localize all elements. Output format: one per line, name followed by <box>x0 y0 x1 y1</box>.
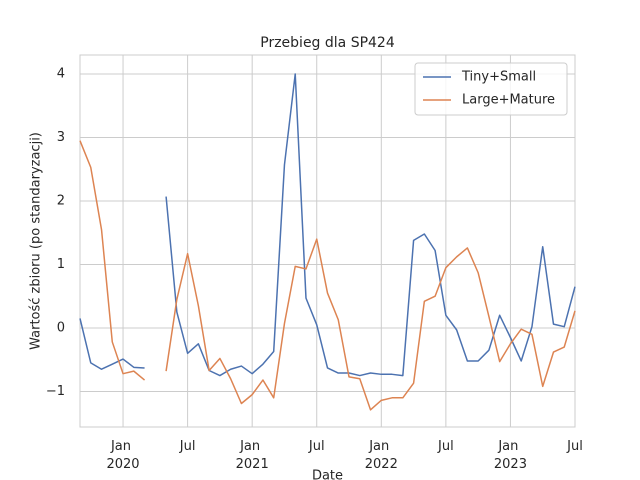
x-tick-label-part: Jul <box>437 439 454 454</box>
x-tick-label-part: Jan <box>110 439 135 454</box>
x-tick-label: Jul <box>179 439 196 454</box>
x-tick-label: Jan 2020 <box>106 439 139 472</box>
x-tick-label: Jul <box>437 439 454 454</box>
x-tick-label: Jul <box>308 439 325 454</box>
x-tick-label: Jul <box>566 439 583 454</box>
x-tick-label: Jan 2022 <box>365 439 398 472</box>
plot-frame <box>79 54 576 428</box>
x-tick-label-part: Jul <box>179 439 196 454</box>
y-tick-label: −1 <box>46 384 65 399</box>
y-axis-label: Wartość zbioru (po standaryzacji) <box>29 132 44 350</box>
legend-box <box>414 62 568 116</box>
x-tick-label-part: 2021 <box>236 457 269 472</box>
x-tick-label-part: Jan <box>368 439 393 454</box>
y-tick-label: 0 <box>57 320 65 335</box>
x-tick-label-part: Jan <box>239 439 264 454</box>
x-tick-label-part: Jul <box>308 439 325 454</box>
y-tick-label: 1 <box>57 257 65 272</box>
x-tick-label-part: 2022 <box>365 457 398 472</box>
chart-title: Przebieg dla SP424 <box>260 35 395 51</box>
data-line <box>79 140 576 411</box>
x-tick-label-part: 2023 <box>494 457 527 472</box>
x-axis-label: Date <box>312 469 343 480</box>
y-tick-label: 3 <box>57 130 65 145</box>
data-line <box>79 73 576 377</box>
x-tick-label-part: Jan <box>497 439 522 454</box>
y-tick-label: 4 <box>57 67 65 82</box>
x-tick-label: Jan 2023 <box>494 439 527 472</box>
legend-label: Tiny+Small <box>461 70 536 85</box>
x-tick-label-part: 2020 <box>106 457 139 472</box>
x-tick-label-part: Jul <box>566 439 583 454</box>
legend-label: Large+Mature <box>462 93 555 108</box>
y-tick-label: 2 <box>57 194 65 209</box>
x-tick-label: Jan 2021 <box>236 439 269 472</box>
